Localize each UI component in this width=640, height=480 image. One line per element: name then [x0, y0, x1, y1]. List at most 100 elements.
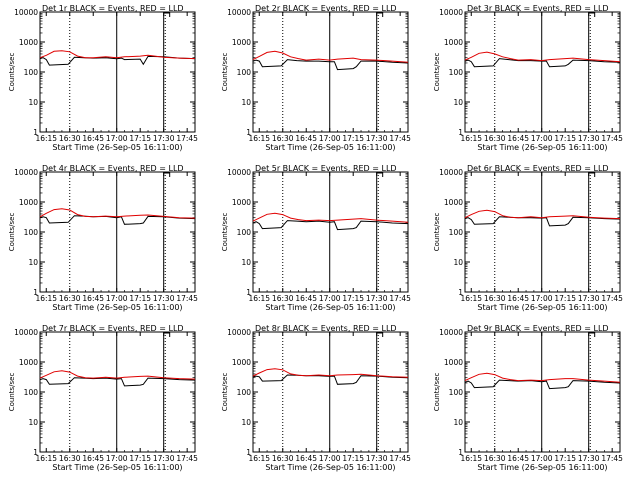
- plot-frame: [252, 171, 409, 293]
- x-tick-label: 17:30: [366, 454, 388, 463]
- x-tick-label: 17:45: [389, 294, 411, 303]
- y-tick-label: 100: [237, 68, 252, 77]
- events-series-line: [252, 59, 409, 71]
- x-tick-label: 17:00: [319, 294, 341, 303]
- x-axis-label: Start Time (26-Sep-05 16:11:00): [477, 143, 607, 152]
- y-tick-label: 10: [28, 258, 38, 267]
- x-tick-label: 17:00: [106, 294, 128, 303]
- y-tick-label: 10000: [439, 8, 463, 17]
- lld-series-line: [252, 212, 409, 223]
- x-axis-label: Start Time (26-Sep-05 16:11:00): [52, 303, 182, 312]
- x-tick-label: 17:15: [129, 294, 151, 303]
- events-series-line: [252, 374, 409, 385]
- x-tick-label: 16:45: [295, 294, 317, 303]
- lld-series-line: [464, 372, 621, 383]
- x-tick-label: 17:30: [153, 134, 175, 143]
- y-axis-label: Counts/sec: [433, 373, 441, 412]
- y-tick-label: 100: [24, 228, 39, 237]
- y-tick-label: 1: [33, 128, 38, 137]
- chart-title: Det 5r BLACK = Events, RED = LLD: [255, 164, 397, 173]
- bracket-mark: [163, 172, 171, 177]
- events-series-line: [464, 216, 621, 227]
- x-tick-label: 17:15: [554, 294, 576, 303]
- x-tick-label: 16:45: [507, 134, 529, 143]
- lld-series-line: [464, 51, 621, 63]
- y-tick-label: 10000: [14, 8, 38, 17]
- x-tick-label: 17:30: [153, 294, 175, 303]
- y-tick-label: 10000: [439, 168, 463, 177]
- bracket-mark: [588, 332, 596, 337]
- lld-series-line: [39, 50, 196, 60]
- x-axis-label: Start Time (26-Sep-05 16:11:00): [52, 143, 182, 152]
- chart-title: Det 9r BLACK = Events, RED = LLD: [467, 324, 609, 333]
- y-tick-label: 100: [24, 68, 39, 77]
- chart-title: Det 7r BLACK = Events, RED = LLD: [42, 324, 184, 333]
- x-tick-label: 17:15: [554, 454, 576, 463]
- x-tick-label: 16:15: [35, 454, 57, 463]
- x-tick-label: 16:30: [484, 134, 506, 143]
- x-tick-label: 16:45: [82, 454, 104, 463]
- y-tick-label: 1: [246, 288, 251, 297]
- y-tick-label: 100: [449, 228, 464, 237]
- y-tick-label: 1000: [444, 198, 463, 207]
- panel-3: Det 3r BLACK = Events, RED = LLD 1 10 100 10…: [433, 4, 623, 152]
- lld-series-line: [464, 209, 621, 220]
- x-tick-label: 17:30: [153, 454, 175, 463]
- x-axis-label: Start Time (26-Sep-05 16:11:00): [265, 303, 395, 312]
- y-tick-label: 10: [453, 418, 463, 427]
- x-tick-label: 16:45: [295, 134, 317, 143]
- x-tick-label: 17:45: [176, 454, 198, 463]
- x-tick-label: 16:45: [82, 294, 104, 303]
- y-tick-label: 10000: [439, 328, 463, 337]
- y-tick-label: 10: [241, 98, 251, 107]
- y-tick-label: 100: [237, 228, 252, 237]
- y-tick-label: 1000: [444, 358, 463, 367]
- x-tick-label: 17:00: [531, 454, 553, 463]
- plot-frame: [252, 11, 409, 133]
- y-tick-label: 10000: [227, 328, 251, 337]
- plot-frame: [252, 331, 409, 453]
- x-tick-label: 16:15: [35, 294, 57, 303]
- events-series-line: [252, 220, 409, 231]
- x-tick-label: 17:15: [342, 454, 364, 463]
- chart-title: Det 4r BLACK = Events, RED = LLD: [42, 164, 184, 173]
- y-axis-label: Counts/sec: [221, 53, 229, 92]
- panel-9: Det 9r BLACK = Events, RED = LLD 1 10 100 10…: [433, 324, 623, 472]
- y-tick-label: 10000: [14, 328, 38, 337]
- x-tick-label: 17:30: [578, 454, 600, 463]
- x-tick-label: 16:45: [507, 454, 529, 463]
- x-tick-label: 17:00: [319, 454, 341, 463]
- x-tick-label: 17:00: [319, 134, 341, 143]
- x-tick-label: 17:45: [389, 134, 411, 143]
- x-tick-label: 17:30: [366, 134, 388, 143]
- bracket-mark: [376, 12, 384, 17]
- x-tick-label: 17:30: [578, 134, 600, 143]
- panel-7: Det 7r BLACK = Events, RED = LLD 1 10 100 10…: [8, 324, 198, 472]
- y-tick-label: 1: [33, 288, 38, 297]
- y-tick-label: 10: [453, 258, 463, 267]
- panel-1: Det 1r BLACK = Events, RED = LLD 1 10 100 10…: [8, 4, 198, 152]
- plot-frame: [39, 11, 196, 133]
- y-tick-label: 1: [458, 448, 463, 457]
- y-tick-label: 1: [458, 128, 463, 137]
- y-tick-label: 10: [241, 418, 251, 427]
- chart-title: Det 6r BLACK = Events, RED = LLD: [467, 164, 609, 173]
- x-tick-label: 16:15: [248, 294, 270, 303]
- y-tick-label: 10: [241, 258, 251, 267]
- bracket-mark: [163, 332, 171, 337]
- y-tick-label: 1000: [232, 358, 251, 367]
- x-tick-label: 16:45: [507, 294, 529, 303]
- x-tick-label: 16:30: [59, 454, 81, 463]
- x-tick-label: 17:15: [554, 134, 576, 143]
- lld-series-line: [252, 368, 409, 378]
- y-axis-label: Counts/sec: [433, 53, 441, 92]
- y-tick-label: 1000: [232, 38, 251, 47]
- plot-frame: [39, 171, 196, 293]
- x-tick-label: 16:15: [460, 294, 482, 303]
- bracket-mark: [163, 12, 171, 17]
- chart-title: Det 2r BLACK = Events, RED = LLD: [255, 4, 397, 13]
- x-axis-label: Start Time (26-Sep-05 16:11:00): [477, 463, 607, 472]
- y-tick-label: 1: [246, 448, 251, 457]
- x-tick-label: 16:15: [460, 134, 482, 143]
